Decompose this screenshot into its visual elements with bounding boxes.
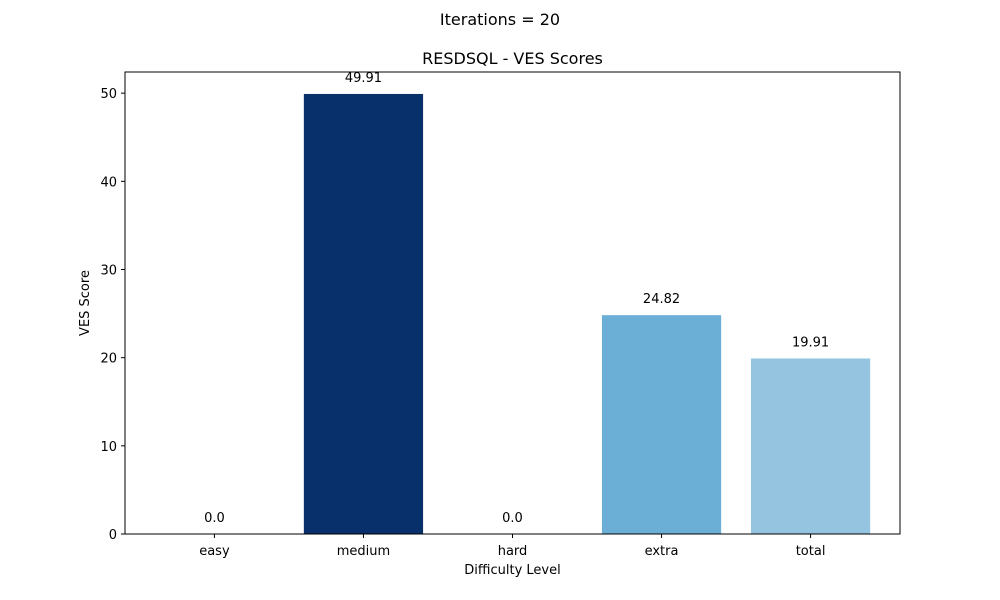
x-tick-label-extra: extra [645, 544, 679, 559]
y-tick-label-30: 30 [100, 263, 117, 278]
x-tick-label-hard: hard [498, 544, 528, 559]
x-tick-label-medium: medium [337, 544, 390, 559]
y-axis: 0 10 20 30 40 50 [100, 87, 125, 543]
y-tick-label-40: 40 [100, 175, 117, 190]
figure-suptitle: Iterations = 20 [439, 10, 561, 29]
chart-title: RESDSQL - VES Scores [422, 49, 603, 68]
x-tick-label-total: total [796, 544, 826, 559]
y-tick-label-20: 20 [100, 352, 117, 367]
value-labels-group: 0.0 49.91 0.0 24.82 19.91 [204, 71, 829, 526]
y-tick-label-0: 0 [109, 528, 117, 543]
y-axis-label: VES Score [78, 270, 93, 336]
value-label-extra: 24.82 [643, 292, 680, 307]
x-tick-label-easy: easy [199, 544, 230, 559]
value-label-hard: 0.0 [502, 511, 523, 526]
value-label-total: 19.91 [792, 335, 829, 350]
value-label-easy: 0.0 [204, 511, 225, 526]
value-label-medium: 49.91 [345, 71, 382, 86]
bar-extra [601, 315, 722, 534]
bar-medium [303, 93, 424, 534]
bars-group [303, 93, 871, 534]
x-axis-label: Difficulty Level [464, 563, 560, 578]
y-tick-label-10: 10 [100, 440, 117, 455]
x-axis: easy medium hard extra total [199, 534, 825, 559]
bar-total [750, 358, 871, 534]
y-tick-label-50: 50 [100, 87, 117, 102]
